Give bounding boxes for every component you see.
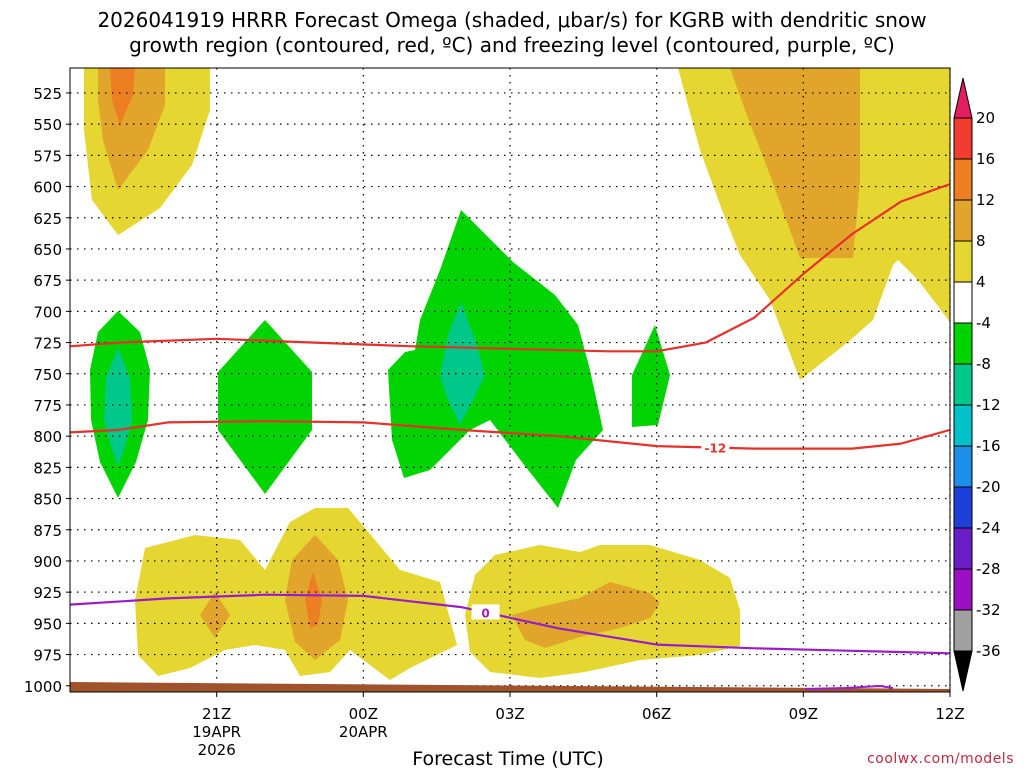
- colorbar-label-8: 8: [976, 232, 986, 250]
- y-tick-label-900: 900: [33, 553, 62, 571]
- y-tick-label-875: 875: [33, 522, 62, 540]
- contour-dendritic-growth-bottom: [70, 420, 950, 450]
- x-axis-label: Forecast Time (UTC): [412, 748, 603, 768]
- y-tick-label-950: 950: [33, 615, 62, 633]
- y-tick-label-775: 775: [33, 397, 62, 415]
- colorbar-bin-7: [953, 404, 973, 447]
- omega-region-upper-left-12: [110, 68, 135, 125]
- chart-title-line-1: 2026041919 HRRR Forecast Omega (shaded, …: [97, 8, 926, 32]
- y-tick-label-700: 700: [33, 303, 62, 321]
- y-tick-label-1000: 1000: [24, 678, 62, 696]
- colorbar-label--36: -36: [976, 642, 1001, 660]
- colorbar-bin-1: [953, 158, 973, 201]
- y-tick-label-850: 850: [33, 491, 62, 509]
- contour-freezing-level: [70, 593, 950, 655]
- x-tick-date-00Z: 20APR: [339, 723, 388, 741]
- y-tick-label-625: 625: [33, 210, 62, 228]
- colorbar-bin-2: [953, 199, 973, 242]
- colorbar-label--24: -24: [976, 519, 1001, 537]
- y-tick-label-600: 600: [33, 179, 62, 197]
- y-axis: 525 550 575 600 625 650 675 700 725 750 775 800 825 8…: [24, 85, 70, 696]
- watermark: coolwx.com/models: [867, 751, 1014, 767]
- omega-region-cell-2: [218, 320, 312, 494]
- colorbar-label--12: -12: [976, 396, 1001, 414]
- y-tick-label-800: 800: [33, 428, 62, 446]
- x-tick-year-21Z: 2026: [198, 741, 236, 759]
- x-tick-label-21Z: 21Z: [202, 705, 231, 723]
- contour-label-freezing-level: 0: [481, 606, 489, 620]
- colorbar-bottom-arrow: [953, 650, 973, 692]
- omega-region-cell-1-core: [104, 348, 132, 466]
- colorbar-label-12: 12: [976, 191, 995, 209]
- colorbar-bin-6: [953, 363, 973, 406]
- contour-label-dendritic-growth-bottom: -12: [704, 442, 726, 456]
- ground-surface: [70, 682, 950, 692]
- y-tick-label-650: 650: [33, 241, 62, 259]
- omega-region-cell-3-core: [440, 302, 485, 425]
- y-tick-label-750: 750: [33, 366, 62, 384]
- y-tick-label-925: 925: [33, 584, 62, 602]
- contour-label-bg-1: [701, 439, 730, 455]
- colorbar-bin-9: [953, 486, 973, 529]
- colorbar-label--4: -4: [976, 314, 991, 332]
- contour-lines: -12 0: [70, 182, 950, 655]
- chart-title-line-2: growth region (contoured, red, ºC) and f…: [129, 33, 895, 57]
- colorbar-label-16: 16: [976, 150, 995, 168]
- x-tick-label-00Z: 00Z: [349, 705, 378, 723]
- colorbar-label--20: -20: [976, 478, 1001, 496]
- y-tick-label-525: 525: [33, 85, 62, 103]
- x-tick-label-12Z: 12Z: [935, 705, 964, 723]
- colorbar: 20 16 12 8 4 -4 -8 -12 -16 -20 -24 -28 -32 -36: [953, 77, 1001, 692]
- colorbar-bin-4: [953, 281, 973, 324]
- colorbar-label--32: -32: [976, 601, 1001, 619]
- x-tick-date-21Z: 19APR: [192, 723, 241, 741]
- colorbar-label--16: -16: [976, 437, 1001, 455]
- colorbar-bin-10: [953, 527, 973, 570]
- colorbar-label-4: 4: [976, 273, 986, 291]
- omega-region-lower-left-8a: [200, 592, 230, 638]
- colorbar-top-arrow: [953, 77, 973, 119]
- colorbar-bin-12: [953, 609, 973, 652]
- colorbar-label-20: 20: [976, 109, 995, 127]
- x-tick-label-03Z: 03Z: [495, 705, 524, 723]
- omega-region-lower-left-12: [305, 572, 322, 628]
- colorbar-bin-3: [953, 240, 973, 283]
- contour-dendritic-growth-top: [70, 182, 950, 353]
- contour-label-bg-2: [471, 604, 500, 620]
- x-tick-label-06Z: 06Z: [642, 705, 671, 723]
- colorbar-bin-5: [953, 322, 973, 365]
- colorbar-bin-8: [953, 445, 973, 488]
- omega-region-lower-right-8: [512, 582, 660, 648]
- y-tick-label-725: 725: [33, 335, 62, 353]
- freezing-level-surface-trace: [804, 684, 894, 690]
- omega-region-cell-3: [388, 210, 603, 508]
- y-tick-label-975: 975: [33, 647, 62, 665]
- x-tick-label-09Z: 09Z: [789, 705, 818, 723]
- y-tick-label-550: 550: [33, 116, 62, 134]
- y-tick-label-675: 675: [33, 272, 62, 290]
- y-tick-label-575: 575: [33, 147, 62, 165]
- omega-region-upper-right-8: [730, 68, 860, 258]
- colorbar-label--8: -8: [976, 355, 991, 373]
- colorbar-bin-0: [953, 117, 973, 160]
- colorbar-bin-11: [953, 568, 973, 611]
- colorbar-label--28: -28: [976, 560, 1001, 578]
- y-tick-label-825: 825: [33, 459, 62, 477]
